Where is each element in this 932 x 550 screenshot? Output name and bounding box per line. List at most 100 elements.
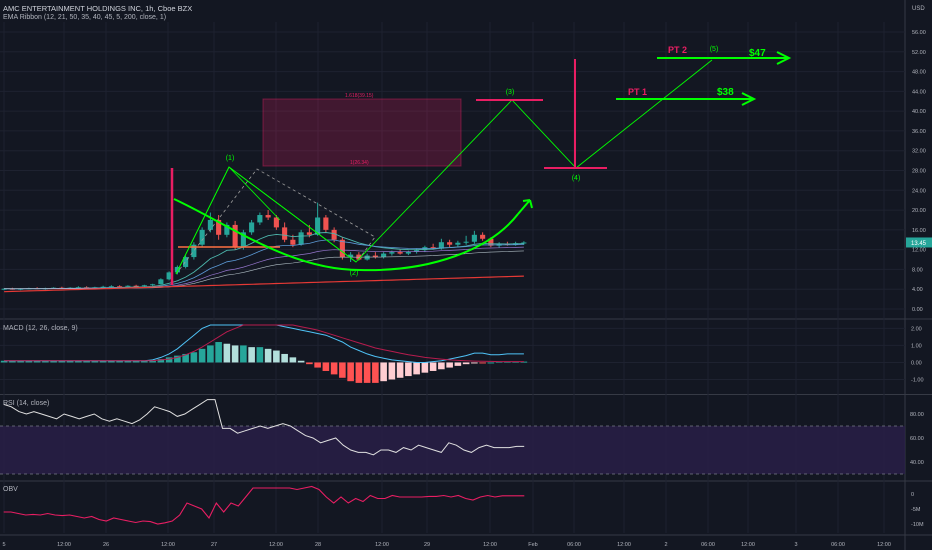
macd-histogram-bar xyxy=(174,355,181,363)
ema-ribbon-legend[interactable]: EMA Ribbon (12, 21, 50, 35, 40, 45, 5, 2… xyxy=(3,14,167,21)
candle-body[interactable] xyxy=(364,255,370,260)
candle-body[interactable] xyxy=(430,247,436,249)
macd-legend[interactable]: MACD (12, 26, close, 9) xyxy=(3,325,78,332)
candle-body[interactable] xyxy=(100,286,106,288)
macd-histogram-bar xyxy=(124,360,132,363)
candle-body[interactable] xyxy=(199,229,205,245)
macd-pane[interactable] xyxy=(0,324,528,383)
candle-body[interactable] xyxy=(216,219,222,235)
obv-pane[interactable] xyxy=(3,485,525,525)
candle-body[interactable] xyxy=(108,286,114,288)
candle-body[interactable] xyxy=(290,239,296,245)
candle-body[interactable] xyxy=(414,250,420,252)
price-pane[interactable] xyxy=(1,202,527,293)
currency-label: USD xyxy=(912,6,925,12)
time-tick-label: 2 xyxy=(664,542,667,548)
candle-body[interactable] xyxy=(405,251,411,254)
candle-body[interactable] xyxy=(389,252,395,254)
candle-body[interactable] xyxy=(323,217,329,230)
candle-body[interactable] xyxy=(75,287,81,289)
macd-histogram-bar xyxy=(462,362,470,365)
macd-histogram-bar xyxy=(207,345,214,363)
candle-body[interactable] xyxy=(207,219,213,230)
wave-label-4: (4) xyxy=(572,175,581,182)
cup-curve[interactable] xyxy=(173,198,519,272)
candle-body[interactable] xyxy=(372,255,378,258)
candle-body[interactable] xyxy=(240,232,246,248)
candle-body[interactable] xyxy=(381,253,387,258)
time-tick-label: 12:00 xyxy=(269,542,283,548)
candle-body[interactable] xyxy=(348,254,354,258)
macd-histogram-bar xyxy=(330,362,338,375)
candle-body[interactable] xyxy=(438,242,444,249)
price-tick-label: 52.00 xyxy=(912,50,926,56)
price-tick-label: 24.00 xyxy=(912,188,926,194)
rsi-legend[interactable]: RSI (14, close) xyxy=(3,400,50,407)
macd-tick-label: 0.00 xyxy=(911,360,922,366)
macd-histogram-bar xyxy=(83,360,90,363)
fib-zone-box[interactable] xyxy=(262,98,462,167)
candle-body[interactable] xyxy=(249,222,255,233)
candle-body[interactable] xyxy=(191,244,197,258)
candle-body[interactable] xyxy=(298,232,304,245)
time-tick-label: 29 xyxy=(424,542,430,548)
price-axis[interactable]: 56.00 52.00 48.00 44.00 40.00 36.00 32.00 28.00… xyxy=(906,30,932,528)
candle-body[interactable] xyxy=(224,224,230,235)
candle-body[interactable] xyxy=(315,217,321,235)
candle-body[interactable] xyxy=(141,285,147,287)
target-pt1-price: $38 xyxy=(717,87,734,98)
macd-histogram-bar xyxy=(108,360,115,363)
obv-tick-label: -5M xyxy=(911,507,921,513)
candle-body[interactable] xyxy=(463,241,469,243)
candle-body[interactable] xyxy=(447,242,453,245)
obv-legend[interactable]: OBV xyxy=(3,486,18,493)
candle-body[interactable] xyxy=(480,234,486,239)
macd-histogram-bar xyxy=(248,347,255,363)
macd-histogram-bar xyxy=(446,362,453,368)
candle-body[interactable] xyxy=(339,239,345,258)
price-tick-label: 20.00 xyxy=(912,208,926,214)
drawing-annotations[interactable]: 1.618(39.15) 1(26.34) (1) (2) (3) (4) (5) PT 1 $… xyxy=(170,45,792,285)
candle-body[interactable] xyxy=(488,238,494,246)
time-axis[interactable]: 5 12:00 26 12:00 27 12:00 28 12:00 29 12:00 Feb 06:… xyxy=(2,542,890,548)
candle-body[interactable] xyxy=(133,285,139,287)
candle-body[interactable] xyxy=(397,252,403,254)
wave-connector xyxy=(228,166,281,221)
candle-body[interactable] xyxy=(1,288,7,290)
macd-histogram-bar xyxy=(388,362,396,380)
macd-histogram-bar xyxy=(256,347,264,363)
candle-body[interactable] xyxy=(282,227,288,240)
candle-body[interactable] xyxy=(331,229,337,240)
macd-tick-label: 2.00 xyxy=(911,326,922,332)
candle-body[interactable] xyxy=(174,266,180,273)
wave-label-3: (3) xyxy=(506,89,515,96)
candle-body[interactable] xyxy=(166,272,172,280)
candle-body[interactable] xyxy=(455,242,461,245)
macd-histogram-bar xyxy=(487,362,495,364)
candle-body[interactable] xyxy=(183,257,189,267)
rsi-tick-label: 80.00 xyxy=(910,412,924,418)
candle-body[interactable] xyxy=(232,224,238,248)
candle-body[interactable] xyxy=(158,279,164,285)
candle-body[interactable] xyxy=(265,215,271,218)
symbol-title[interactable]: AMC ENTERTAINMENT HOLDINGS INC, 1h, Cboe… xyxy=(3,4,193,13)
macd-histogram-bar xyxy=(0,360,8,363)
macd-histogram-bar xyxy=(58,360,66,363)
time-tick-label: 12:00 xyxy=(617,542,631,548)
time-tick-label: 26 xyxy=(103,542,109,548)
fib-top-label: 1.618(39.15) xyxy=(345,93,374,99)
candle-body[interactable] xyxy=(306,232,312,235)
candle-body[interactable] xyxy=(521,242,527,244)
last-price-label: 13.45 xyxy=(911,241,927,247)
candle-body[interactable] xyxy=(150,284,156,286)
cup-arrow-head xyxy=(517,199,533,215)
candle-body[interactable] xyxy=(257,215,263,223)
candle-body[interactable] xyxy=(273,217,279,228)
candle-body[interactable] xyxy=(125,285,131,287)
candle-body[interactable] xyxy=(117,286,123,288)
macd-histogram-bar xyxy=(471,362,478,364)
rsi-pane[interactable] xyxy=(0,399,905,475)
macd-histogram-bar xyxy=(66,360,74,363)
candle-body[interactable] xyxy=(471,234,477,242)
